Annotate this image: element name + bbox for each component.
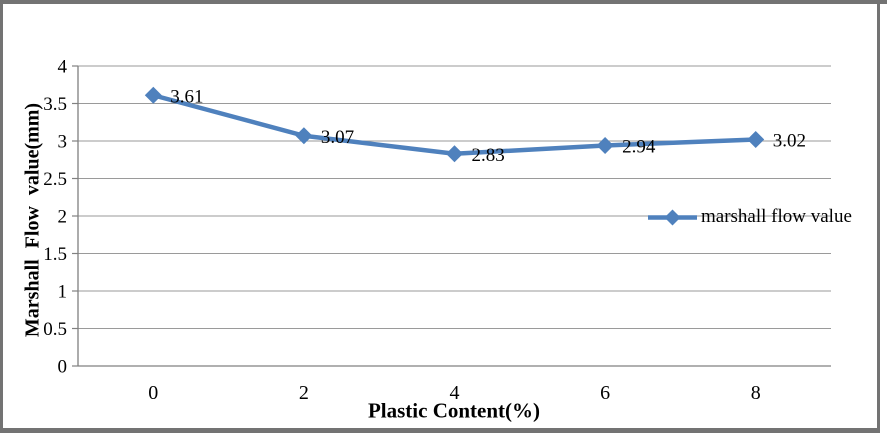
series-line (152, 93, 756, 156)
legend-label: marshall flow value (701, 206, 852, 227)
x-tick-label: 4 (450, 382, 460, 404)
x-tick-label: 2 (299, 382, 309, 404)
series-marker-diamond (596, 137, 614, 154)
series-marker-diamond (446, 145, 463, 163)
y-tick-label: 1.5 (43, 244, 67, 265)
series-marker-diamond (747, 131, 765, 148)
y-tick-label: 1 (58, 282, 68, 303)
y-tick-label: 0.5 (43, 319, 67, 340)
data-label: 2.83 (472, 145, 505, 166)
frame-border-right (877, 0, 880, 431)
data-label: 3.02 (773, 131, 806, 152)
data-label: 3.07 (321, 127, 354, 148)
y-tick-label: 2.5 (43, 169, 67, 190)
y-tick-label: 4 (58, 57, 68, 78)
x-tick-label: 0 (148, 382, 158, 404)
data-label: 3.61 (170, 86, 203, 107)
y-tick-label: 3.5 (43, 94, 67, 115)
y-tick-label: 3 (58, 132, 68, 153)
frame-border-bottom (0, 428, 880, 433)
x-tick-label: 6 (600, 382, 610, 404)
y-tick-label: 0 (58, 357, 68, 378)
x-axis-title: Plastic Content(%) (367, 398, 541, 423)
y-tick-label: 2 (58, 207, 68, 228)
x-tick-label: 8 (751, 382, 761, 404)
y-axis-title: Marshall Flow value(mm) (21, 102, 44, 338)
legend-marker-diamond (664, 209, 681, 226)
frame-border-top (0, 0, 887, 4)
series-marker-diamond (144, 86, 162, 104)
frame-border-left (0, 0, 3, 433)
series-marker-diamond (295, 127, 313, 145)
data-label: 2.94 (622, 137, 656, 158)
